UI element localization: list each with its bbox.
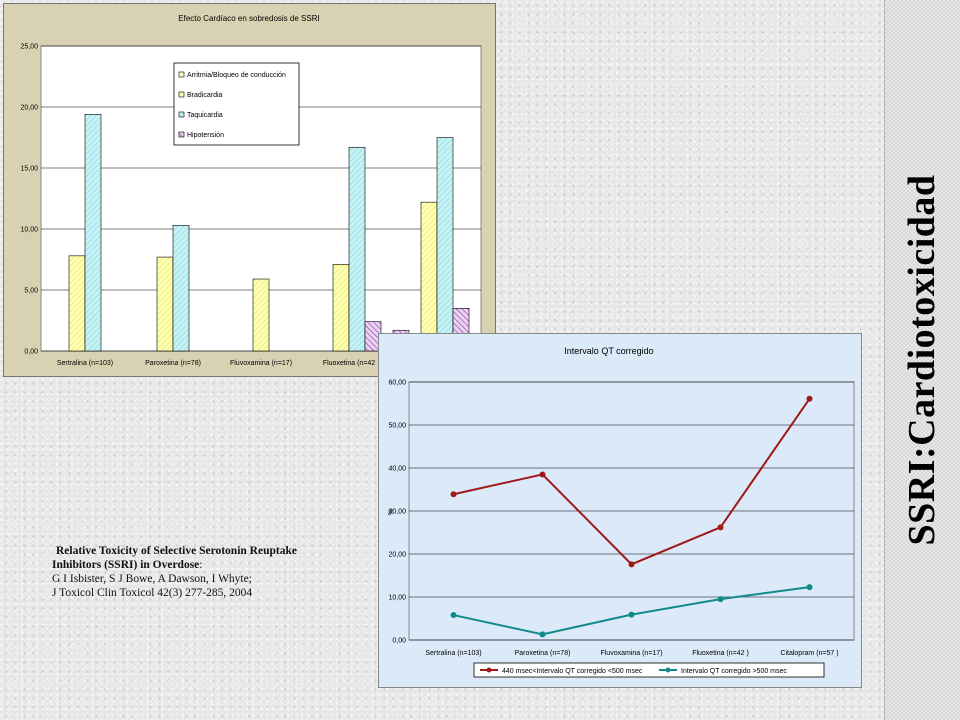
data-point [806,584,813,591]
y-tick-label: 50,00 [388,423,406,430]
data-point [628,611,635,618]
y-tick-label: 10,00 [388,595,406,602]
bar-bradicardia [252,278,270,352]
x-category-label: Fluvoxamina (n=17) [600,650,662,657]
citation-title-line-2: Inhibitors (SSRI) in Overdose: [52,558,362,572]
data-point [806,395,813,402]
y-tick-label: 15,00 [20,166,38,173]
legend-swatch [178,131,185,138]
legend-swatch [178,111,185,118]
line-chart-legend: 440 msec<Intervalo QT corregido <500 mse… [473,662,825,678]
citation-authors: G I Isbister, S J Bowe, A Dawson, I Whyt… [52,573,252,585]
data-point [628,561,635,568]
y-tick-label: 10,00 [20,227,38,234]
legend-label: Arritmia/Bloqueo de conducción [187,72,286,79]
bar-bradicardia [332,264,350,352]
data-point [717,524,724,531]
line-chart-title: Intervalo QT corregido [564,346,653,356]
qt-interval-line-chart: Intervalo QT corregido % 0,00 10,00 20,00 3… [378,333,862,688]
y-tick-label: 0,00 [392,638,406,645]
y-tick-label: 30,00 [388,509,406,516]
data-point [539,631,546,638]
bar-bradicardia [420,201,438,352]
x-category-label: Paroxetina (n=78) [515,650,571,657]
y-tick-label: 0,00 [24,349,38,356]
y-tick-label: 60,00 [388,380,406,387]
y-tick-label: 40,00 [388,466,406,473]
x-category-label: Fluvoxamina (n=17) [230,360,292,367]
bar-bradicardia [68,255,86,352]
y-tick-label: 20,00 [20,105,38,112]
bar-taquicardia [348,146,366,352]
legend-marker [665,667,671,673]
cardiac-effect-bar-chart: Efecto Cardíaco en sobredosis de SSRI 0,… [3,3,496,377]
bar-chart-svg: Efecto Cardíaco en sobredosis de SSRI 0,… [20,14,482,367]
x-category-label: Fluoxetina (n=42 [323,360,375,367]
citation-block: Relative Toxicity of Selective Serotonin… [52,544,362,600]
x-category-label: Sertralina (n=103) [57,360,113,367]
legend-label: Intervalo QT corregido >500 msec [681,668,787,675]
slide-title: SSRI:Cardiotoxicidad [901,174,943,546]
legend-box [473,662,825,678]
legend-swatch [178,91,185,98]
bar-chart-title: Efecto Cardíaco en sobredosis de SSRI [178,14,319,23]
y-tick-label: 20,00 [388,552,406,559]
x-category-label: Citalopram (n=57 ) [780,650,838,657]
legend-label: Bradicardia [187,92,223,99]
legend-label: Taquicardia [187,112,223,119]
legend-label: Hipotensión [187,132,224,139]
data-point [450,491,457,498]
data-point [539,471,546,478]
data-point [450,612,457,619]
x-category-label: Fluoxetina (n=42 ) [692,650,749,657]
legend-swatch [178,71,185,78]
bar-taquicardia [436,137,454,352]
data-point [717,596,724,603]
line-chart-svg: Intervalo QT corregido % 0,00 10,00 20,00 3… [388,346,855,678]
legend-label: 440 msec<Intervalo QT corregido <500 mse… [502,668,643,675]
bar-chart-legend: Arritmia/Bloqueo de conducción Bradicardi… [173,62,300,146]
bar-bradicardia [156,256,174,352]
y-tick-label: 25,00 [20,44,38,51]
title-sidebar [884,0,960,720]
y-tick-label: 5,00 [24,288,38,295]
bar-taquicardia [84,114,102,352]
line-chart-ylabel: % [388,509,395,515]
citation-journal: J Toxicol Clin Toxicol 42(3) 277-285, 20… [52,587,253,599]
legend-box [173,62,300,146]
x-category-label: Paroxetina (n=78) [145,360,201,367]
legend-marker [486,667,492,673]
citation-title-line: Relative Toxicity of Selective Serotonin… [56,545,297,557]
citation-title-colon: : [199,559,203,571]
citation-title-bold: Inhibitors (SSRI) in Overdose [52,559,200,571]
x-category-label: Sertralina (n=103) [425,650,481,657]
bar-taquicardia [172,225,190,352]
